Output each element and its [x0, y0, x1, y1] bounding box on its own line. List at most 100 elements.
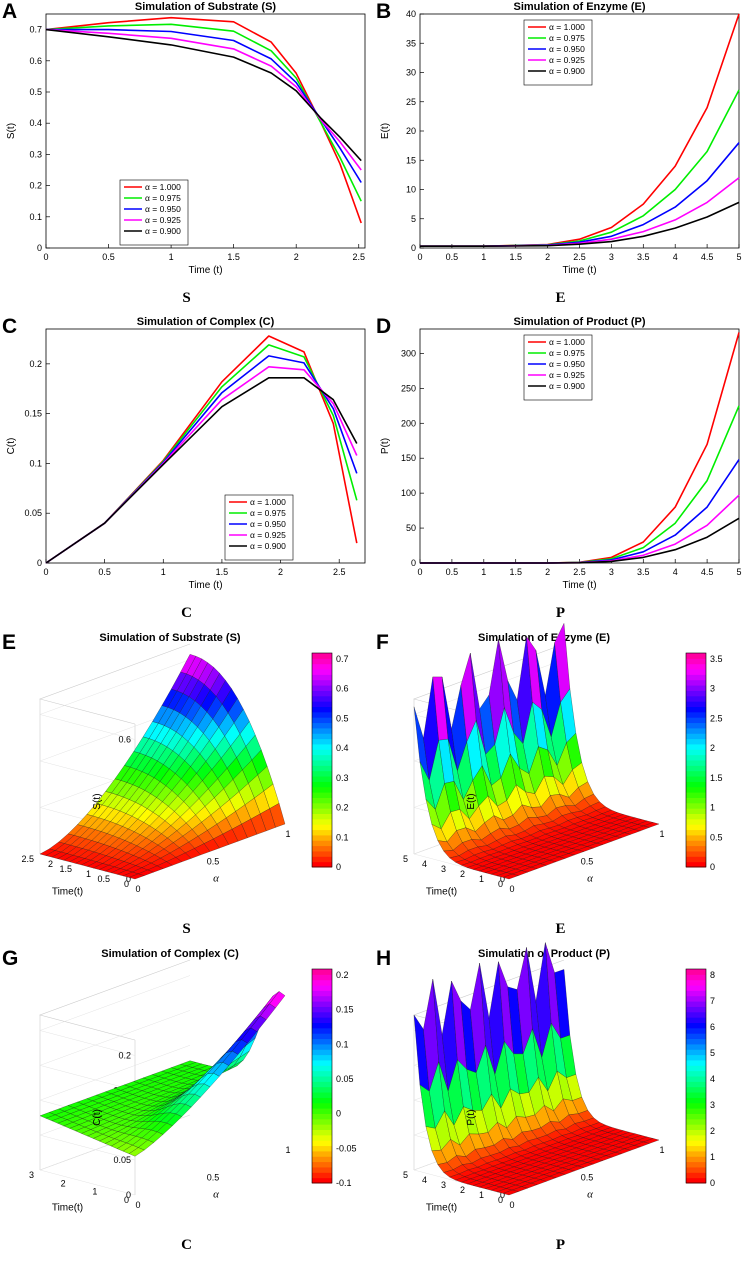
- x-tick-label: 0: [509, 884, 514, 894]
- x-axis-label: Time (t): [188, 580, 222, 591]
- x-tick-label: 2.5: [333, 567, 346, 577]
- colorbar-segment: [312, 663, 332, 670]
- colorbar-segment: [312, 781, 332, 788]
- colorbar-segment: [686, 1059, 706, 1066]
- x-axis-label: α: [213, 873, 219, 885]
- x-axis-label: Time (t): [188, 265, 222, 276]
- colorbar-segment: [312, 1081, 332, 1088]
- colorbar-segment: [312, 1049, 332, 1056]
- series-line: [420, 201, 740, 247]
- colorbar-segment: [686, 1076, 706, 1082]
- colorbar-segment: [686, 829, 706, 836]
- y-axis-label: Time(t): [426, 887, 457, 898]
- colorbar-tick-label: 2.5: [710, 713, 723, 723]
- colorbar-segment: [686, 679, 706, 686]
- colorbar-segment: [312, 722, 332, 729]
- colorbar-segment: [686, 743, 706, 750]
- y-axis-label: Time(t): [426, 1203, 457, 1214]
- x-tick-label: 3: [609, 252, 614, 262]
- legend-label: α = 0.950: [250, 519, 286, 529]
- x-tick-label: 5: [736, 252, 741, 262]
- colorbar-tick-label: 0.5: [336, 713, 349, 723]
- surface-patch: [269, 803, 286, 828]
- x-tick-label: 2.5: [573, 252, 586, 262]
- colorbar-tick-label: 0: [336, 862, 341, 872]
- y-tick-label: 2: [460, 869, 465, 879]
- colorbar-tick-label: 7: [710, 996, 715, 1006]
- colorbar-tick-label: 2: [710, 743, 715, 753]
- colorbar-segment: [312, 765, 332, 772]
- grid-line: [39, 1010, 191, 1091]
- colorbar-segment: [686, 1027, 706, 1034]
- legend-label: α = 1.000: [549, 337, 585, 347]
- colorbar-segment: [686, 653, 706, 659]
- colorbar-tick-label: 0.15: [336, 1005, 354, 1015]
- colorbar-segment: [686, 1172, 706, 1179]
- colorbar-tick-label: 0.4: [336, 743, 349, 753]
- y-tick-label: 5: [411, 214, 416, 224]
- colorbar-segment: [312, 856, 332, 863]
- colorbar-segment: [312, 1033, 332, 1040]
- panel-d: D Simulation of Product (P) 0 0.5 1 1.5 2 2.5 3…: [374, 315, 747, 630]
- x-axis-label: Time (t): [562, 580, 596, 591]
- line-chart-complex: Simulation of Complex (C) 0 0.5 1 1.5 2 2.5 0 0.…: [6, 316, 366, 591]
- z-tick-label: 0: [126, 874, 131, 884]
- colorbar-segment: [312, 1156, 332, 1163]
- colorbar-tick-label: 0.1: [336, 1039, 349, 1049]
- colorbar-segment: [686, 1038, 706, 1045]
- x-tick-label: 2: [278, 567, 283, 577]
- colorbar-segment: [312, 770, 332, 777]
- y-tick-label: 40: [406, 9, 416, 19]
- panel-letter: A: [2, 0, 18, 23]
- panel-b: B Simulation of Enzyme (E) 0 0.5 1 1.5 2 2.5 3 3…: [374, 0, 747, 315]
- colorbar-segment: [686, 701, 706, 707]
- y-tick-label: 35: [406, 38, 416, 48]
- panel-e: E Simulation of Substrate (S) 0 0.2 0.4 0.6 0…: [0, 631, 373, 946]
- colorbar-tick-label: 0.05: [336, 1074, 354, 1084]
- surface-chart-product: Simulation of Product (P)0246800.51α0123…: [403, 942, 715, 1214]
- colorbar-segment: [686, 786, 706, 793]
- y-tick-label: 0: [498, 1195, 503, 1205]
- colorbar-tick-label: 3.5: [710, 654, 723, 664]
- colorbar-tick-label: 0.7: [336, 654, 349, 664]
- colorbar-segment: [686, 1134, 706, 1141]
- legend-label: α = 0.900: [250, 541, 286, 551]
- colorbar-segment: [686, 1108, 706, 1114]
- colorbar-segment: [312, 776, 332, 782]
- legend-label: α = 0.925: [549, 55, 585, 65]
- y-tick-label: 0: [37, 558, 42, 568]
- colorbar-segment: [686, 1070, 706, 1077]
- series-line: [45, 16, 362, 224]
- panel-h: H Simulation of Product (P)0246800.51α01…: [374, 942, 747, 1262]
- colorbar-segment: [686, 1145, 706, 1152]
- colorbar-segment: [312, 1097, 332, 1104]
- chart-title: Simulation of Complex (C): [101, 948, 239, 960]
- x-tick-label: 5: [736, 567, 741, 577]
- legend-box: [224, 494, 294, 561]
- colorbar-segment: [686, 834, 706, 841]
- y-tick-label: 150: [401, 453, 416, 463]
- panel-caption: E: [555, 921, 566, 937]
- z-tick-label: 0: [500, 1190, 505, 1200]
- colorbar-segment: [312, 1001, 332, 1007]
- colorbar-segment: [312, 979, 332, 986]
- colorbar-segment: [686, 695, 706, 702]
- colorbar-segment: [312, 1177, 332, 1184]
- colorbar-segment: [312, 653, 332, 659]
- y-axis-label: C(t): [6, 438, 17, 455]
- surface-chart-enzyme: Simulation of Enzyme (E) 0 1 2 3 0 0.5 1 α 0 1 2 3 4 5…: [403, 622, 723, 898]
- colorbar-segment: [686, 711, 706, 718]
- colorbar-tick-label: -0.1: [336, 1178, 352, 1188]
- legend-label: α = 0.975: [549, 33, 585, 43]
- colorbar-segment: [686, 760, 706, 766]
- x-tick-label: 0.5: [98, 567, 111, 577]
- colorbar-tick-label: 2: [710, 1126, 715, 1136]
- panel-letter: B: [376, 0, 392, 23]
- y-tick-label: 2: [460, 1185, 465, 1195]
- y-tick-label: 2: [61, 1178, 66, 1188]
- plot-area: [45, 13, 366, 249]
- colorbar-segment: [686, 1129, 706, 1136]
- colorbar-segment: [686, 722, 706, 729]
- colorbar-segment: [312, 813, 332, 820]
- colorbar-segment: [686, 1156, 706, 1163]
